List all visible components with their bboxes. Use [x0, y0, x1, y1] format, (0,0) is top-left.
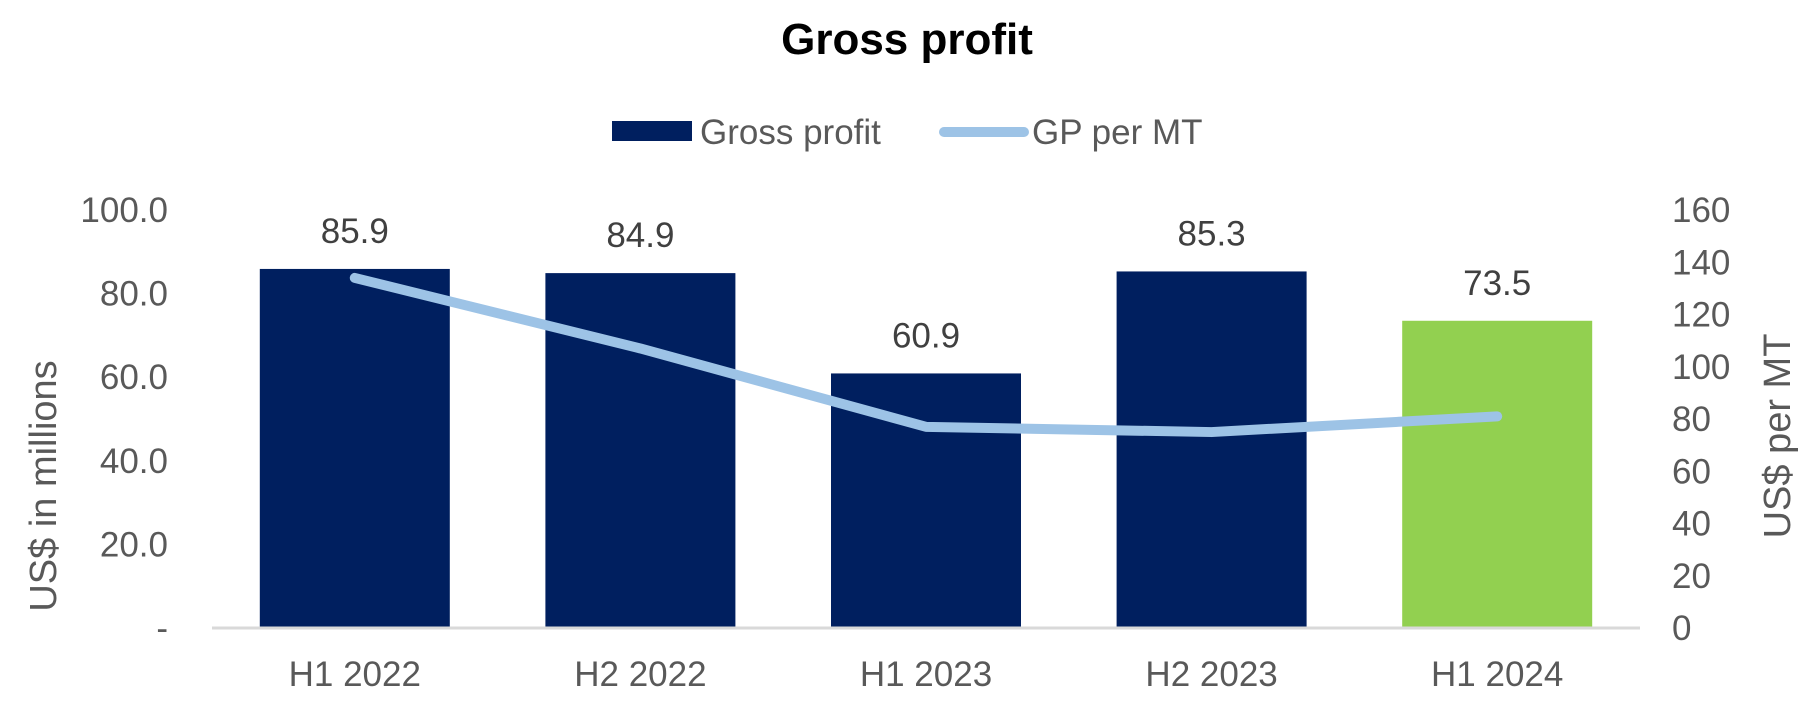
bar-value-label: 60.9 — [892, 316, 960, 355]
bar-value-label: 84.9 — [606, 216, 674, 255]
y-tick-label: 60.0 — [100, 358, 168, 397]
gp-per-mt-point — [639, 347, 642, 350]
y-axis-ticks: - 20.0 40.0 60.0 80.0 100.0 — [80, 191, 168, 648]
y2-tick-label: 120 — [1672, 296, 1730, 335]
y-tick-label: - — [156, 609, 168, 648]
line-series — [349, 272, 1503, 438]
gp-per-mt-point — [353, 276, 356, 279]
x-tick-label: H2 2022 — [574, 655, 706, 694]
y2-tick-label: 140 — [1672, 243, 1730, 282]
legend-label-gross-profit: Gross profit — [700, 113, 881, 152]
y2-axis-title: US$ per MT — [1757, 334, 1799, 539]
y2-tick-label: 60 — [1672, 452, 1711, 491]
bar-value-label: 85.3 — [1178, 214, 1246, 253]
data-labels: 85.9 84.9 60.9 85.3 73.5 — [321, 212, 1532, 355]
x-tick-label: H1 2022 — [289, 655, 421, 694]
y2-tick-label: 160 — [1672, 191, 1730, 230]
legend: Gross profit GP per MT — [612, 113, 1203, 152]
gp-per-mt-point — [1210, 431, 1213, 434]
bar-h1-2024 — [1402, 320, 1593, 628]
bar-value-label: 73.5 — [1463, 264, 1531, 303]
y2-tick-label: 100 — [1672, 348, 1730, 387]
legend-label-gp-per-mt: GP per MT — [1032, 113, 1203, 152]
y2-tick-label: 20 — [1672, 557, 1711, 596]
y2-tick-label: 0 — [1672, 609, 1691, 648]
y2-axis-ticks: 0 20 40 60 80 100 120 140 160 — [1672, 191, 1730, 648]
x-tick-label: H1 2024 — [1431, 655, 1563, 694]
legend-swatch-gross-profit — [612, 121, 692, 141]
x-tick-label: H2 2023 — [1145, 655, 1277, 694]
bar-h1-2023 — [831, 373, 1021, 628]
bar-series — [259, 268, 1593, 628]
bar-h2-2022 — [545, 273, 736, 628]
y-axis-title: US$ in millions — [23, 360, 65, 611]
y2-tick-label: 80 — [1672, 400, 1711, 439]
gp-per-mt-point — [925, 425, 927, 428]
y-tick-label: 40.0 — [100, 442, 168, 481]
y-tick-label: 20.0 — [100, 525, 168, 564]
x-tick-label: H1 2023 — [860, 655, 992, 694]
bar-value-label: 85.9 — [321, 212, 389, 251]
bar-h1-2022 — [259, 268, 450, 628]
gp-per-mt-point — [1496, 415, 1499, 418]
y-tick-label: 100.0 — [80, 191, 168, 230]
x-axis-ticks: H1 2022 H2 2022 H1 2023 H2 2023 H1 2024 — [289, 655, 1564, 694]
bar-h2-2023 — [1116, 271, 1307, 628]
chart-title: Gross profit — [781, 15, 1033, 64]
y-tick-label: 80.0 — [100, 275, 168, 314]
y2-tick-label: 40 — [1672, 505, 1711, 544]
